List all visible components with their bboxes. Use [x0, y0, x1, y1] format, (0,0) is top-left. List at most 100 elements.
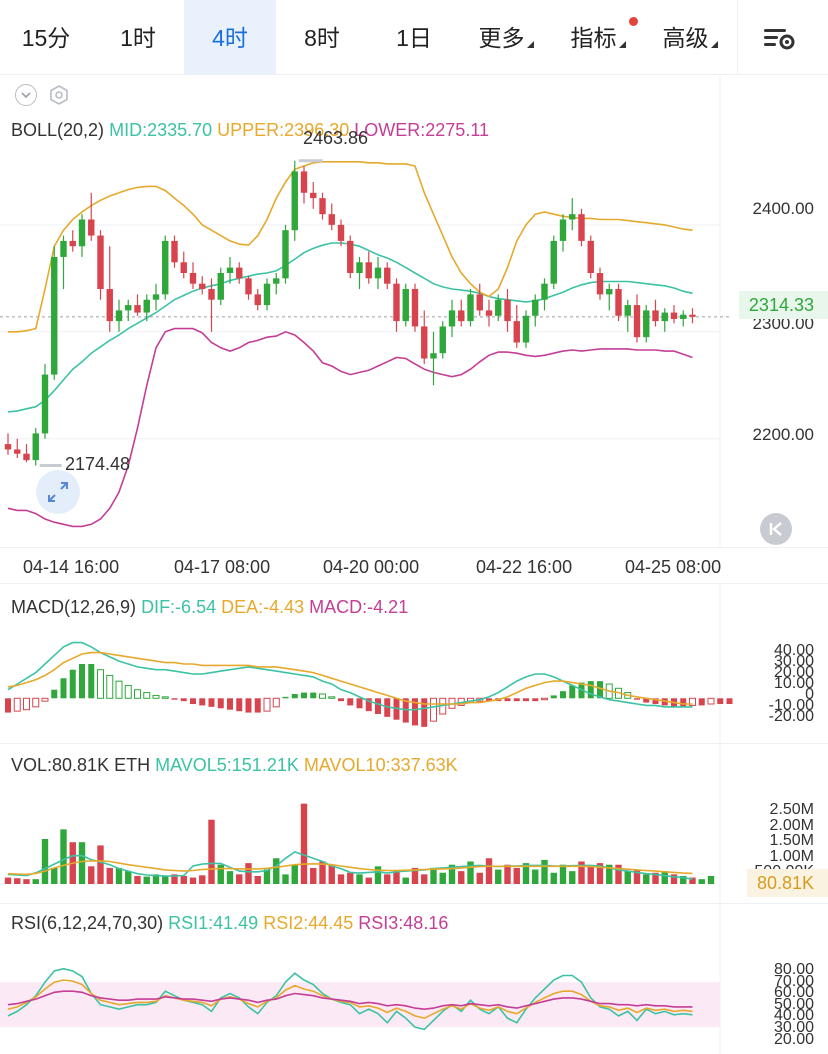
- macd-legend: MACD(12,26,9) DIF:-6.54 DEA:-4.43 MACD:-…: [11, 597, 408, 618]
- boll-lower-value: LOWER:2275.11: [354, 120, 490, 140]
- chart-settings-button[interactable]: [737, 0, 828, 74]
- tab-4h[interactable]: 4时: [184, 0, 276, 74]
- volume-bar: [652, 872, 659, 884]
- axis-tick-label: 20.00: [773, 664, 814, 681]
- time-tick: 04-17 08:00: [174, 557, 271, 577]
- expand-chart-button[interactable]: [36, 470, 80, 514]
- macd-histogram-bar: [190, 698, 196, 704]
- candle-body: [643, 310, 650, 338]
- volume-bar: [504, 864, 511, 884]
- candle-body: [504, 299, 511, 322]
- candle-body: [495, 299, 502, 316]
- volume-bar: [171, 874, 178, 884]
- candle-body: [115, 310, 123, 322]
- volume-bar: [402, 877, 409, 884]
- tab-label: 指标: [570, 25, 617, 51]
- candle-body: [41, 374, 49, 434]
- volume-bar: [263, 869, 271, 884]
- mavol10-line: [7, 860, 693, 876]
- tab-more[interactable]: 更多: [460, 0, 552, 74]
- dropdown-caret-icon: [710, 41, 718, 48]
- macd-histogram-bar: [680, 698, 687, 707]
- axis-tick-label: 70.00: [773, 972, 814, 990]
- price-tick: 2200.00: [752, 425, 814, 444]
- macd-histogram-bar: [689, 697, 696, 706]
- volume-bar: [291, 864, 298, 884]
- candle-body: [319, 198, 326, 215]
- volume-bar: [624, 871, 631, 884]
- volume-bar: [78, 842, 86, 884]
- dropdown-caret-icon: [526, 41, 534, 48]
- macd-histogram-bar: [272, 697, 280, 708]
- macd-histogram-bar: [263, 697, 271, 712]
- collapse-toggle-button[interactable]: [15, 84, 37, 106]
- candle-body: [162, 240, 169, 295]
- macd-histogram-bar: [698, 698, 705, 706]
- volume-bar: [347, 872, 354, 884]
- candle-body: [88, 219, 95, 236]
- volume-bar: [180, 875, 187, 884]
- axis-tick-label: 40.00: [773, 642, 814, 659]
- macd-histogram-bar: [41, 697, 49, 702]
- volume-bar: [134, 875, 141, 884]
- macd-histogram-bar: [97, 669, 104, 699]
- tab-indicators[interactable]: 指标: [552, 0, 644, 74]
- candle-body: [78, 219, 86, 247]
- volume-bar: [14, 878, 21, 884]
- candle-body: [273, 278, 280, 284]
- macd-histogram-bar: [134, 689, 141, 699]
- hide-indicator-button[interactable]: [48, 84, 70, 106]
- candle-body: [559, 219, 567, 241]
- skip-to-start-icon: [769, 522, 782, 536]
- rsi-name: RSI(6,12,24,70,30): [11, 913, 164, 933]
- macd-histogram-bar: [504, 698, 511, 702]
- candle-body: [448, 310, 456, 327]
- macd-histogram-bar: [245, 698, 252, 713]
- macd-histogram-bar: [523, 698, 529, 702]
- volume-bar: [393, 871, 400, 884]
- tab-label: 1日: [396, 25, 432, 51]
- macd-histogram-bar: [51, 689, 58, 699]
- tab-15m[interactable]: 15分: [0, 0, 92, 74]
- rewind-to-latest-button[interactable]: [760, 513, 792, 545]
- candle-body: [550, 240, 557, 284]
- volume-bar: [365, 877, 372, 884]
- candle-body: [125, 305, 132, 311]
- macd-histogram-bar: [227, 698, 233, 710]
- candle-body: [310, 192, 317, 199]
- tab-advanced[interactable]: 高级: [644, 0, 736, 74]
- tab-1d[interactable]: 1日: [368, 0, 460, 74]
- volume-bar: [356, 874, 363, 884]
- macd-histogram-bar: [124, 684, 132, 699]
- volume-bar: [495, 869, 502, 884]
- candle-body: [365, 262, 372, 279]
- volume-bar: [273, 858, 280, 884]
- volume-bar: [23, 879, 30, 884]
- timeframe-tab-bar: 15分 1时 4时 8时 1日 更多 指标 高级: [0, 0, 828, 75]
- candle-body: [263, 283, 271, 306]
- candle-body: [134, 305, 141, 313]
- volume-bar: [51, 867, 58, 884]
- macd-histogram-bar: [560, 691, 566, 699]
- candle-body: [522, 315, 530, 343]
- candle-body: [23, 453, 30, 461]
- tab-8h[interactable]: 8时: [276, 0, 368, 74]
- volume-bar: [282, 874, 289, 884]
- vol-name: VOL:80.81K ETH: [11, 755, 151, 775]
- volume-bar: [97, 845, 104, 884]
- time-tick: 04-25 08:00: [625, 557, 722, 577]
- macd-histogram-bar: [356, 698, 363, 709]
- rsi-chart: [0, 904, 721, 1054]
- boll-legend: BOLL(20,2) MID:2335.70 UPPER:2396.30 LOW…: [11, 120, 489, 141]
- macd-histogram-bar: [643, 698, 650, 703]
- macd-histogram-bar: [375, 698, 381, 714]
- volume-bar: [476, 872, 483, 884]
- macd-histogram-bar: [254, 698, 261, 713]
- axis-tick-label: 40.00: [773, 1007, 814, 1025]
- candle-body: [485, 310, 493, 316]
- candle-body: [615, 289, 622, 316]
- volume-bar: [328, 864, 335, 884]
- candle-body: [670, 312, 678, 319]
- macd-dif-value: DIF:-6.54: [141, 597, 217, 617]
- tab-1h[interactable]: 1时: [92, 0, 184, 74]
